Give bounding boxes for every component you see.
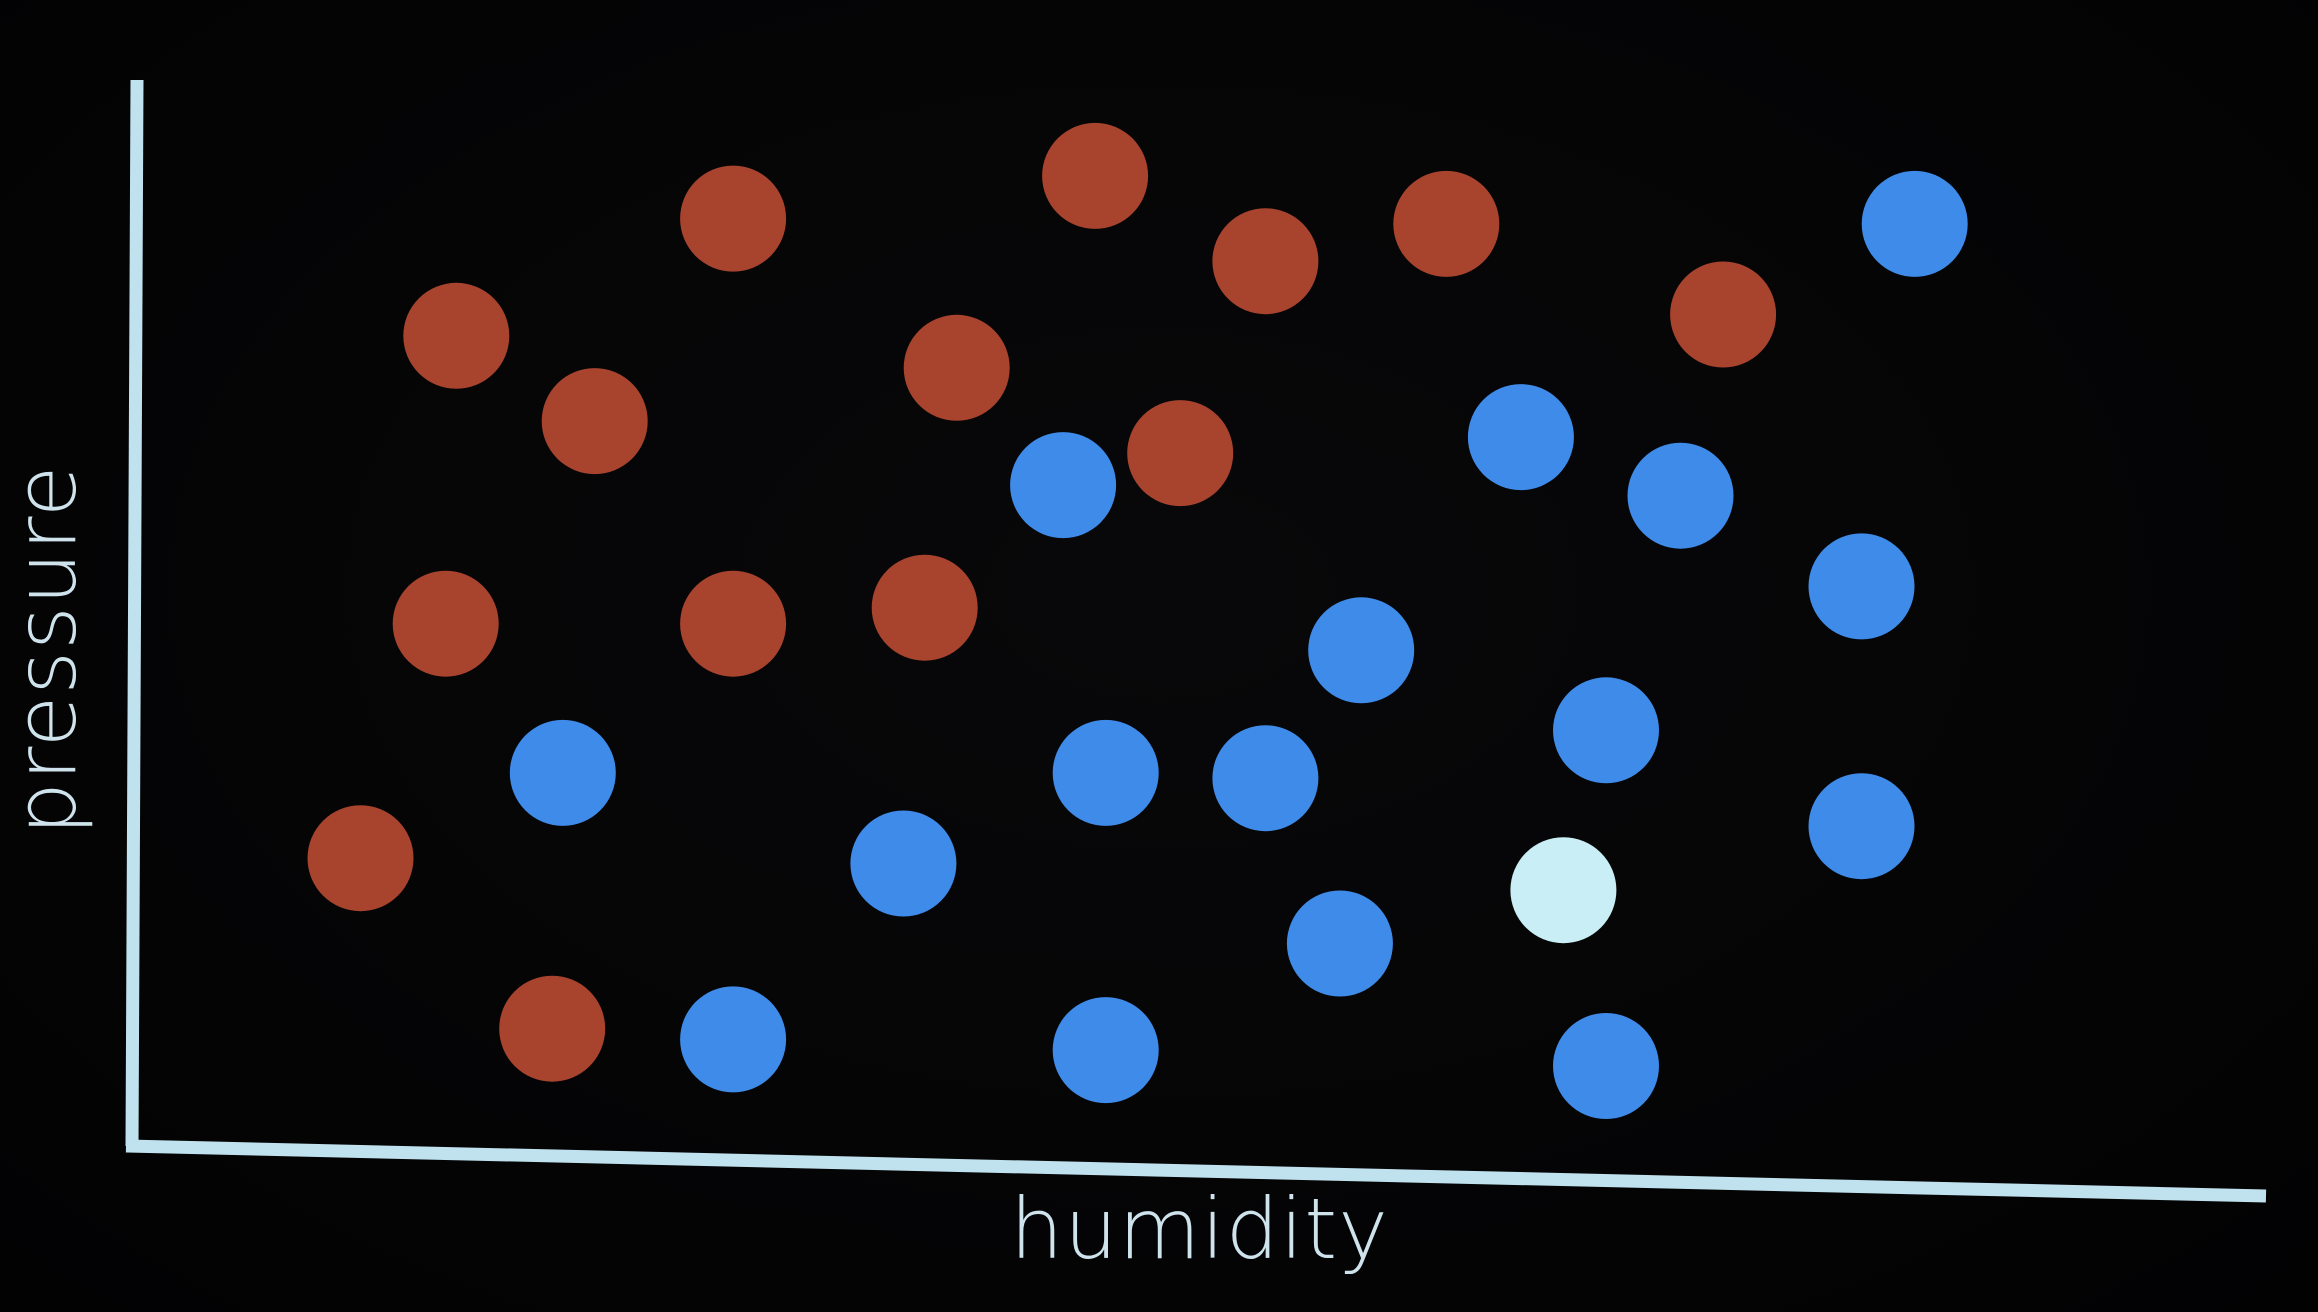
point-blue-14 <box>1052 997 1159 1104</box>
point-red-1 <box>541 368 648 475</box>
point-red-4 <box>1042 122 1149 229</box>
point-red-6 <box>1212 208 1319 315</box>
point-blue-11 <box>1808 773 1915 880</box>
point-blue-4 <box>1308 597 1415 704</box>
point-blue-2 <box>1627 442 1734 549</box>
point-blue-0 <box>1861 170 1968 277</box>
point-red-0 <box>403 282 510 389</box>
y-axis-line <box>125 79 144 1147</box>
point-blue-6 <box>509 719 616 826</box>
point-red-12 <box>307 805 414 912</box>
point-red-8 <box>1670 261 1777 368</box>
point-blue-3 <box>1010 432 1117 539</box>
x-axis-line <box>125 1139 2267 1203</box>
point-blue-8 <box>1212 725 1319 832</box>
point-red-7 <box>1393 170 1500 277</box>
point-blue-5 <box>1808 533 1915 640</box>
point-red-5 <box>1127 400 1234 507</box>
point-blue-7 <box>1052 719 1159 826</box>
point-red-2 <box>680 165 787 272</box>
point-red-10 <box>680 570 787 677</box>
point-blue-9 <box>1553 677 1659 784</box>
y-axis-title: pressure <box>0 464 95 836</box>
point-blue-13 <box>680 986 787 1093</box>
point-red-9 <box>392 570 499 677</box>
point-blue-15 <box>1553 1013 1659 1119</box>
point-blue-1 <box>1467 384 1574 491</box>
point-blue-10 <box>850 810 957 917</box>
point-red-13 <box>499 975 606 1082</box>
point-blue-12 <box>1286 890 1393 997</box>
point-highlight-0 <box>1510 837 1617 944</box>
points-layer <box>307 122 1968 1119</box>
point-red-11 <box>871 554 978 661</box>
point-red-3 <box>903 314 1010 421</box>
x-axis-title: humidity <box>1010 1180 1389 1278</box>
